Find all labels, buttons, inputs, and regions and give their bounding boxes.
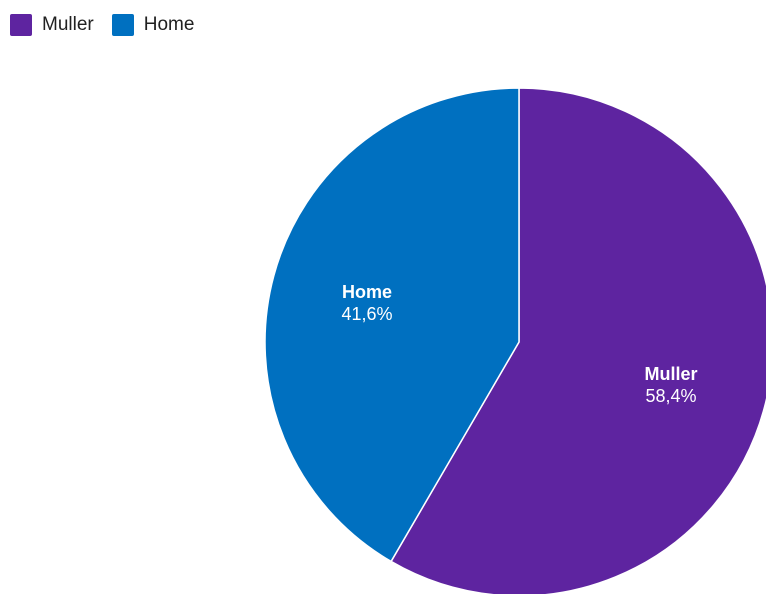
pie-slice-muller[interactable] bbox=[390, 87, 766, 594]
legend-item-muller[interactable]: Muller bbox=[10, 14, 94, 36]
legend-label-muller: Muller bbox=[42, 14, 94, 35]
legend-swatch-home bbox=[111, 14, 134, 36]
slice-label-muller: Muller bbox=[645, 364, 698, 384]
pie-slice-home[interactable] bbox=[264, 87, 520, 563]
slice-value-muller: 58,4% bbox=[646, 386, 697, 406]
slice-label-home: Home bbox=[342, 282, 392, 302]
pie-slices bbox=[264, 87, 766, 594]
legend-label-home: Home bbox=[143, 14, 195, 35]
chart-legend: Muller Home bbox=[10, 14, 212, 36]
legend-swatch-muller bbox=[10, 14, 32, 36]
slice-value-home: 41,6% bbox=[341, 304, 392, 324]
legend-item-home[interactable]: Home bbox=[111, 14, 195, 36]
